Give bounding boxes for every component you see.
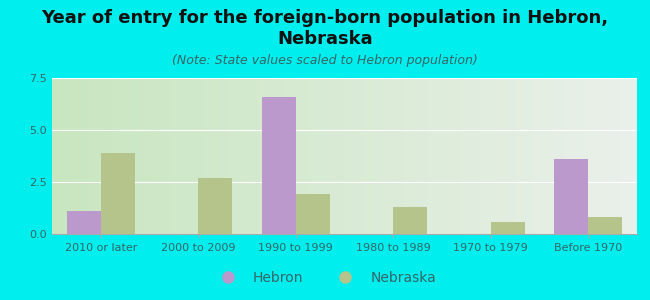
Text: (Note: State values scaled to Hebron population): (Note: State values scaled to Hebron pop… bbox=[172, 54, 478, 67]
Bar bbox=[491, 221, 525, 234]
Bar bbox=[588, 218, 623, 234]
Bar bbox=[554, 159, 588, 234]
Bar bbox=[393, 207, 428, 234]
Legend: Hebron, Nebraska: Hebron, Nebraska bbox=[209, 265, 441, 290]
Bar bbox=[66, 211, 101, 234]
Bar bbox=[261, 97, 296, 234]
Bar bbox=[296, 194, 330, 234]
Bar bbox=[101, 153, 135, 234]
Text: Year of entry for the foreign-born population in Hebron, Nebraska: Year of entry for the foreign-born popul… bbox=[42, 9, 608, 48]
Bar bbox=[198, 178, 233, 234]
